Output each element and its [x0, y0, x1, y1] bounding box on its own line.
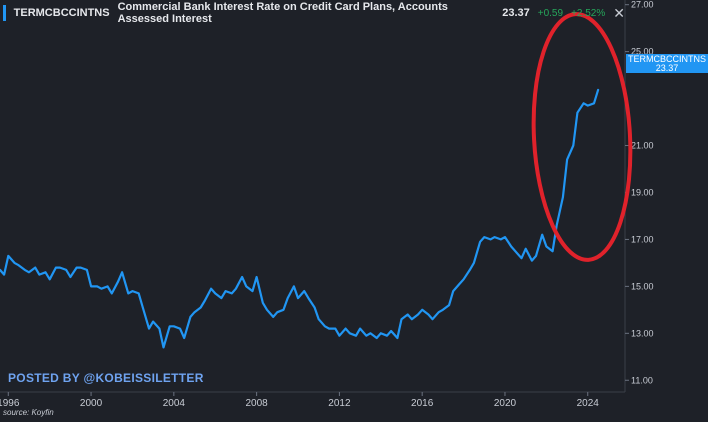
x-tick-label: 2000	[80, 398, 103, 409]
close-icon[interactable]: ✕	[613, 4, 625, 21]
x-tick-label: 2008	[245, 398, 268, 409]
series-layer	[0, 88, 600, 349]
x-tick-label: 2004	[163, 398, 186, 409]
last-value-tag-value: 23.37	[655, 63, 679, 73]
header-title: Commercial Bank Interest Rate on Credit …	[117, 1, 448, 25]
y-tick-label: 27.00	[631, 0, 654, 10]
last-value-tag-ticker: TERMCBCCINTNS	[628, 54, 706, 64]
x-tick-label: 1996	[0, 398, 20, 409]
y-tick-label: 19.00	[631, 187, 654, 197]
series-color-marker	[3, 5, 6, 21]
annotation-layer	[531, 12, 633, 262]
x-tick-label: 2016	[411, 398, 434, 409]
y-tick-label: 15.00	[631, 281, 654, 291]
watermark: POSTED BY @KOBEISSILETTER	[8, 371, 204, 385]
y-tick-label: 21.00	[631, 141, 654, 151]
y-tick-label: 11.00	[631, 375, 653, 385]
y-tick-label: 17.00	[631, 234, 654, 244]
x-axis: 1996 2000 2004 2008 2012 2016 2020 2024	[0, 391, 625, 409]
x-tick-label: 2012	[328, 398, 351, 409]
header-change-pct: +2.52%	[571, 7, 606, 19]
y-tick-label: 25.00	[631, 47, 654, 57]
source-note: source: Koyfin	[3, 408, 54, 417]
highlight-ellipse	[531, 12, 633, 262]
y-tick-label: 13.00	[631, 328, 654, 338]
x-tick-label: 2020	[494, 398, 517, 409]
x-tick-label: 2024	[577, 398, 600, 409]
chart-header: TERMCBCCINTNS Commercial Bank Interest R…	[0, 0, 625, 26]
header-value: 23.37	[502, 7, 530, 19]
header-ticker: TERMCBCCINTNS	[13, 7, 110, 19]
last-value-tag: TERMCBCCINTNS 23.37	[626, 54, 708, 73]
series-line	[0, 88, 600, 349]
header-change: +0.59	[537, 7, 564, 19]
